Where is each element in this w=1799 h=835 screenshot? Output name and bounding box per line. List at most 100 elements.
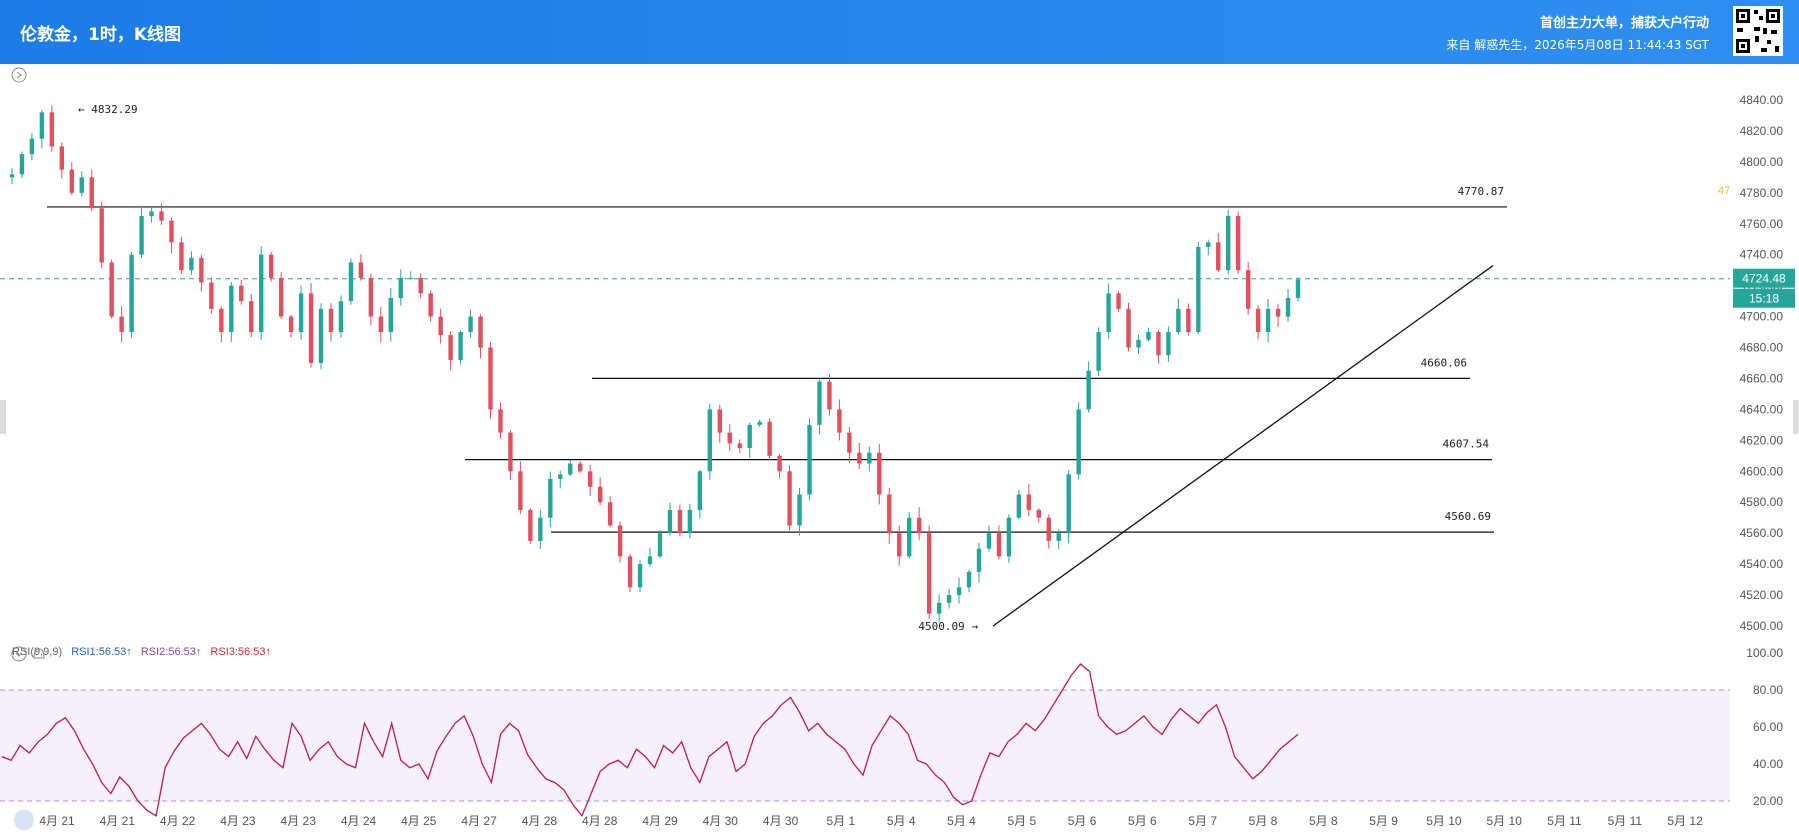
candle-body xyxy=(189,257,194,271)
candle-body xyxy=(916,517,922,534)
candle-body xyxy=(1255,308,1261,333)
candle-body xyxy=(717,409,722,433)
candle-body xyxy=(617,525,623,557)
time-axis-tick: 4月 23 xyxy=(220,814,256,828)
candle-body xyxy=(1166,332,1171,356)
price-axis-tick: 4520.00 xyxy=(1740,588,1784,602)
candle-body xyxy=(657,533,663,557)
time-axis-tick: 5月 12 xyxy=(1667,814,1703,828)
price-axis-tick: 4580.00 xyxy=(1740,495,1784,509)
candle-body xyxy=(757,421,762,425)
candle-body xyxy=(209,282,214,309)
candle-body xyxy=(1295,279,1301,299)
time-axis-tick: 5月 10 xyxy=(1426,814,1462,828)
candle-body xyxy=(468,316,473,333)
time-axis-tick: 5月 4 xyxy=(887,814,916,828)
candle-body xyxy=(1106,293,1111,333)
candle-body xyxy=(578,463,583,472)
candle-body xyxy=(1066,474,1071,534)
candle-body xyxy=(298,293,304,333)
candle-body xyxy=(946,595,952,603)
candle-body xyxy=(1016,494,1022,518)
rsi-axis-tick: 80.00 xyxy=(1753,683,1783,697)
time-axis-tick: 4月 25 xyxy=(401,814,437,828)
candle-body xyxy=(627,556,633,588)
price-axis-tick: 4540.00 xyxy=(1740,557,1784,571)
candle-body xyxy=(29,138,35,155)
candle-body xyxy=(897,533,902,557)
candle-body xyxy=(278,277,284,317)
candle-body xyxy=(1235,216,1241,271)
collapse-icon-chevron xyxy=(15,652,23,657)
right-panel-handle[interactable] xyxy=(1793,400,1799,434)
time-axis-tick: 4月 30 xyxy=(763,814,799,828)
candle-body xyxy=(229,285,234,333)
candle-body xyxy=(1056,533,1061,541)
candle-body xyxy=(199,257,204,283)
candle-body xyxy=(418,277,423,294)
candle-body xyxy=(318,308,324,363)
price-axis-tick: 4620.00 xyxy=(1740,433,1784,447)
candle-body xyxy=(9,174,15,178)
candle-body xyxy=(1186,308,1191,333)
rsi-axis-tick: 60.00 xyxy=(1753,720,1783,734)
candle-body xyxy=(308,293,314,363)
candle-body xyxy=(1176,308,1181,333)
candle-body xyxy=(268,254,274,278)
candle-body xyxy=(1265,308,1271,333)
price-axis-tick: 4560.00 xyxy=(1740,526,1784,540)
candle-body xyxy=(687,509,693,534)
time-axis-tick: 5月 8 xyxy=(1309,814,1338,828)
time-axis-tick: 4月 23 xyxy=(281,814,317,828)
price-axis-tick: 4660.00 xyxy=(1740,371,1784,385)
candle-body xyxy=(398,277,403,299)
candle-body xyxy=(1216,242,1221,271)
candle-body xyxy=(986,533,992,549)
candle-body xyxy=(49,112,55,147)
candle-body xyxy=(707,409,713,472)
candle-body xyxy=(1076,409,1081,475)
time-axis-tick: 4月 27 xyxy=(461,814,497,828)
candle-body xyxy=(488,347,493,410)
candle-body xyxy=(1156,332,1161,356)
candle-body xyxy=(538,517,543,541)
candle-body xyxy=(1226,216,1231,271)
chart-canvas[interactable]: 4770.87 4660.06 4607.54 4560.69 4840.00 4820… xyxy=(0,64,1799,835)
candle-body xyxy=(109,262,114,317)
candle-body xyxy=(697,471,703,510)
last-price-tag xyxy=(1733,268,1795,288)
candle-body xyxy=(857,452,862,464)
time-axis-tick: 4月 21 xyxy=(39,814,75,828)
candle-body xyxy=(99,208,104,263)
time-axis-tick: 5月 8 xyxy=(1249,814,1278,828)
bell-icon xyxy=(33,648,45,659)
candle-body xyxy=(737,443,742,449)
time-axis-tick: 5月 4 xyxy=(947,814,976,828)
candle-body xyxy=(797,494,802,526)
candle-body xyxy=(1196,246,1201,333)
time-axis-tick: 4月 21 xyxy=(100,814,136,828)
horizontal-level-label: 4560.69 xyxy=(1445,510,1491,523)
candle-body xyxy=(1096,332,1101,371)
rsi-axis-tick: 20.00 xyxy=(1753,794,1783,808)
price-axis-tick: 4820.00 xyxy=(1740,124,1784,138)
time-axis-tick: 4月 30 xyxy=(703,814,739,828)
candle-body xyxy=(59,146,65,170)
candle-body xyxy=(837,409,842,433)
time-axis-tick: 5月 10 xyxy=(1487,814,1523,828)
chart-title: 伦敦金，1时，K线图 xyxy=(20,25,182,45)
candle-body xyxy=(119,316,124,333)
candle-body xyxy=(328,308,334,333)
candle-body xyxy=(239,285,244,302)
rsi3-value: RSI3:56.53↑ xyxy=(210,646,271,658)
candle-body xyxy=(558,474,563,480)
left-panel-handle[interactable] xyxy=(0,400,6,434)
horizontal-level-label: 4770.87 xyxy=(1458,185,1504,198)
candle-body xyxy=(587,471,593,487)
candle-body xyxy=(288,316,294,333)
candle-body xyxy=(1245,270,1251,309)
candle-body xyxy=(1136,339,1141,348)
high-marker-label: ← 4832.29 xyxy=(78,103,138,116)
candle-body xyxy=(358,262,364,278)
candle-body xyxy=(667,509,673,534)
